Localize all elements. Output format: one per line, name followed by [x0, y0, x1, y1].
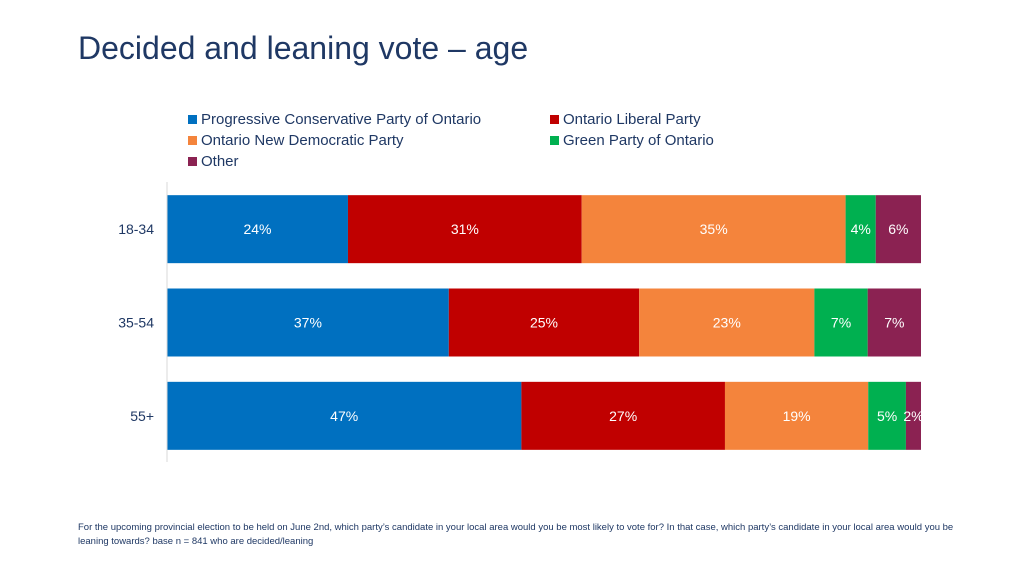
- legend-swatch: [550, 115, 559, 124]
- bar-segment: [639, 288, 815, 357]
- bar-segment: [347, 195, 582, 264]
- footnote: For the upcoming provincial election to …: [78, 522, 954, 547]
- data-label: 2%: [903, 408, 923, 424]
- legend-label: Ontario Liberal Party: [563, 111, 701, 128]
- category-label: 55+: [130, 408, 154, 424]
- legend-item-pc: Progressive Conservative Party of Ontari…: [188, 111, 481, 128]
- legend-label: Green Party of Ontario: [563, 132, 714, 149]
- legend-item-ndp: Ontario New Democratic Party: [188, 132, 404, 149]
- data-label: 27%: [609, 408, 637, 424]
- bar-segment: [845, 195, 876, 264]
- data-label: 19%: [783, 408, 811, 424]
- data-label: 25%: [530, 315, 558, 331]
- bar-segment: [814, 288, 868, 357]
- bar-segment: [905, 381, 921, 450]
- bar-segment: [581, 195, 846, 264]
- data-label: 35%: [700, 221, 728, 237]
- legend-item-other: Other: [188, 153, 239, 170]
- legend-swatch: [188, 157, 197, 166]
- data-label: 23%: [713, 315, 741, 331]
- legend-swatch: [550, 136, 559, 145]
- legend-label: Ontario New Democratic Party: [201, 132, 404, 149]
- bar-segment: [167, 288, 449, 357]
- data-label: 7%: [831, 315, 851, 331]
- legend-swatch: [188, 115, 197, 124]
- data-label: 6%: [888, 221, 908, 237]
- category-label: 18-34: [118, 221, 154, 237]
- data-label: 37%: [294, 315, 322, 331]
- page-title: Decided and leaning vote – age: [78, 30, 529, 66]
- bar-segment: [868, 381, 906, 450]
- data-label: 7%: [884, 315, 904, 331]
- bar-segment: [724, 381, 869, 450]
- legend-label: Other: [201, 153, 239, 170]
- legend-item-green: Green Party of Ontario: [550, 132, 714, 149]
- legend-label: Progressive Conservative Party of Ontari…: [201, 111, 482, 128]
- bar-segment: [167, 195, 348, 264]
- data-label: 47%: [330, 408, 358, 424]
- bar-segment: [167, 381, 522, 450]
- data-label: 31%: [451, 221, 479, 237]
- bar-segment: [521, 381, 725, 450]
- legend-item-liberal: Ontario Liberal Party: [550, 111, 701, 128]
- data-label: 4%: [851, 221, 871, 237]
- data-label: 24%: [243, 221, 271, 237]
- category-label: 35-54: [118, 315, 154, 331]
- bar-segment: [875, 195, 921, 264]
- bar-segment: [448, 288, 640, 357]
- legend-swatch: [188, 136, 197, 145]
- data-label: 5%: [877, 408, 897, 424]
- bar-segment: [867, 288, 921, 357]
